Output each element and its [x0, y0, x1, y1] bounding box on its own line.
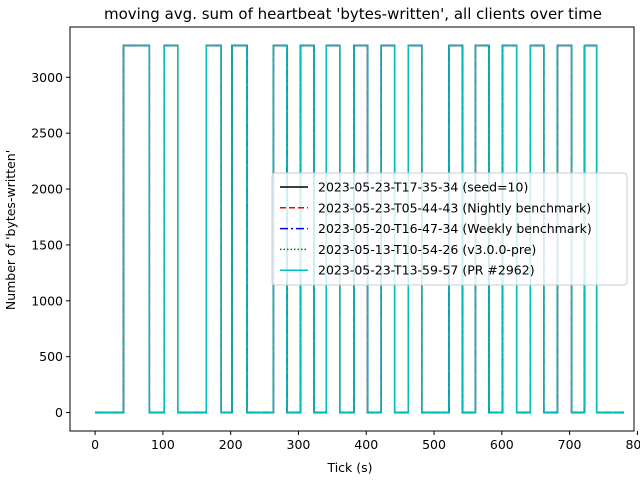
chart-title: moving avg. sum of heartbeat 'bytes-writ…: [104, 5, 602, 23]
legend-entry: 2023-05-13-T10-54-26 (v3.0.0-pre): [318, 242, 536, 257]
y-tick-label: 1500: [31, 237, 63, 252]
legend-entry: 2023-05-23-T17-35-34 (seed=10): [318, 180, 528, 195]
x-tick-label: 500: [422, 437, 446, 452]
y-axis: 0 500 1000 1500 2000 2500 3000: [31, 70, 70, 420]
y-tick-label: 2000: [31, 182, 63, 197]
x-tick-label: 0: [91, 437, 99, 452]
legend: 2023-05-23-T17-35-34 (seed=10) 2023-05-23…: [271, 172, 628, 286]
y-axis-label: Number of 'bytes-written': [3, 150, 18, 310]
y-tick-label: 2500: [31, 126, 63, 141]
legend-entry: 2023-05-23-T05-44-43 (Nightly benchmark): [318, 200, 591, 215]
plot-frame: [69, 26, 635, 432]
x-tick-label: 200: [219, 437, 243, 452]
y-tick-label: 1000: [31, 293, 63, 308]
x-tick-label: 600: [490, 437, 514, 452]
x-tick-label: 700: [558, 437, 582, 452]
series-line: [95, 44, 624, 414]
x-tick-label: 800: [625, 437, 640, 452]
plot-area: [95, 44, 624, 414]
legend-box: [271, 172, 628, 286]
y-tick-label: 0: [55, 405, 63, 420]
x-tick-label: 400: [354, 437, 378, 452]
legend-entry: 2023-05-23-T13-59-57 (PR #2962): [318, 263, 535, 278]
x-axis-label: Tick (s): [326, 460, 372, 475]
legend-entry: 2023-05-20-T16-47-34 (Weekly benchmark): [318, 221, 592, 236]
y-tick-label: 3000: [31, 70, 63, 85]
x-axis: 0 100 200 300 400 500 600 700 800: [91, 431, 640, 452]
y-tick-label: 500: [39, 349, 63, 364]
x-tick-label: 300: [287, 437, 311, 452]
x-tick-label: 100: [151, 437, 175, 452]
